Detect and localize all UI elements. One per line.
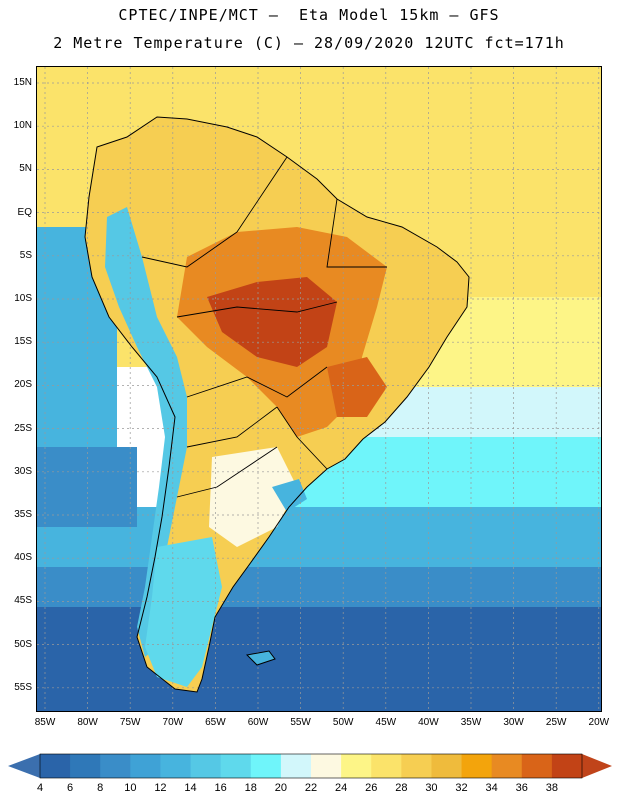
latitude-label: 5S: [19, 249, 32, 261]
colorbar-swatch: [130, 754, 161, 778]
colorbar-swatch: [491, 754, 523, 778]
colorbar-label: 12: [154, 782, 167, 794]
longitude-label: 75W: [119, 717, 141, 728]
colorbar-swatch: [371, 754, 402, 778]
colorbar-swatch: [341, 754, 372, 778]
pacific-deep-west: [37, 447, 137, 527]
colorbar-swatch: [401, 754, 432, 778]
colorbar-swatch: [190, 754, 222, 778]
colorbar-label: 10: [124, 782, 137, 794]
patagonia-cold: [145, 537, 222, 687]
latitude-label: 25S: [14, 422, 32, 434]
hot-east: [327, 357, 387, 417]
longitude-label: 55W: [290, 717, 311, 728]
map-title-line2: 2 Metre Temperature (C) – 28/09/2020 12U…: [53, 34, 565, 52]
longitude-label: 40W: [418, 717, 439, 728]
longitude-label: 80W: [77, 717, 98, 728]
latitude-label: 50S: [14, 638, 32, 650]
longitude-label: 60W: [247, 717, 269, 728]
colorbar-label: 38: [545, 782, 558, 794]
colorbar: [8, 753, 612, 779]
longitude-label: 70W: [162, 717, 184, 728]
colorbar-swatch: [551, 754, 583, 778]
latitude-label: 10S: [14, 293, 32, 304]
latitude-label: 20S: [14, 379, 32, 391]
colorbar-label: 4: [36, 782, 44, 794]
map-grid: [37, 67, 601, 711]
colorbar-swatch: [160, 754, 192, 778]
colorbar-label: 14: [184, 782, 197, 794]
colorbar-label: 26: [365, 782, 378, 794]
falkland-islands: [245, 650, 276, 666]
coastline: [84, 116, 470, 693]
colorbar-label: 36: [515, 782, 528, 794]
colorbar-swatch: [311, 754, 342, 778]
longitude-label: 25W: [545, 717, 567, 728]
longitude-label: 50W: [332, 717, 354, 728]
pampa-zone: [209, 447, 297, 547]
longitude-label: 20W: [588, 717, 610, 728]
colorbar-swatch: [40, 754, 71, 778]
colorbar-swatch: [521, 754, 553, 778]
colorbar-high-arrow: [582, 754, 612, 778]
latitude-label: 15S: [14, 336, 32, 348]
colorbar-low-arrow: [8, 754, 40, 778]
colorbar-label: 32: [455, 782, 468, 794]
latitude-label: 40S: [14, 552, 32, 564]
colorbar-swatch: [250, 754, 282, 778]
temperature-map: [36, 66, 602, 712]
longitude-label: 45W: [375, 717, 397, 728]
colorbar-label: 20: [274, 782, 287, 794]
rio-de-la-plata: [272, 479, 307, 512]
colorbar-label: 16: [214, 782, 227, 794]
colorbar-swatch: [461, 754, 493, 778]
colorbar-label: 22: [304, 782, 318, 794]
andes-ridge: [105, 207, 187, 657]
latitude-label: 15N: [13, 77, 32, 88]
colorbar-label: 28: [395, 782, 408, 794]
colorbar-label: 8: [97, 782, 104, 794]
latitude-label: 30S: [14, 465, 32, 477]
colorbar-swatch: [431, 754, 463, 778]
colorbar-swatch: [70, 754, 101, 778]
hottest-core: [207, 277, 337, 367]
latitude-label: 10N: [13, 120, 32, 132]
colorbar-label: 30: [425, 782, 438, 794]
longitude-label: 30W: [503, 717, 524, 728]
colorbar-label: 34: [485, 782, 498, 794]
colorbar-label: 6: [67, 782, 74, 794]
latitude-label: 5N: [19, 163, 32, 175]
ocean-deep-band: [37, 607, 601, 711]
country-borders: [141, 156, 387, 498]
latitude-label: 55S: [14, 681, 32, 693]
longitude-label: 65W: [205, 717, 226, 728]
longitude-label: 85W: [34, 717, 56, 728]
colorbar-swatch: [220, 754, 252, 778]
latitude-label: 45S: [14, 595, 32, 607]
map-title-line1: CPTEC/INPE/MCT – Eta Model 15km – GFS: [118, 6, 500, 24]
latitude-label: EQ: [17, 206, 32, 218]
colorbar-swatch: [100, 754, 131, 778]
colorbar-label: 18: [244, 782, 257, 794]
longitude-label: 35W: [460, 717, 482, 728]
colorbar-swatch: [280, 754, 312, 778]
latitude-label: 35S: [14, 509, 32, 520]
colorbar-label: 24: [334, 782, 348, 794]
